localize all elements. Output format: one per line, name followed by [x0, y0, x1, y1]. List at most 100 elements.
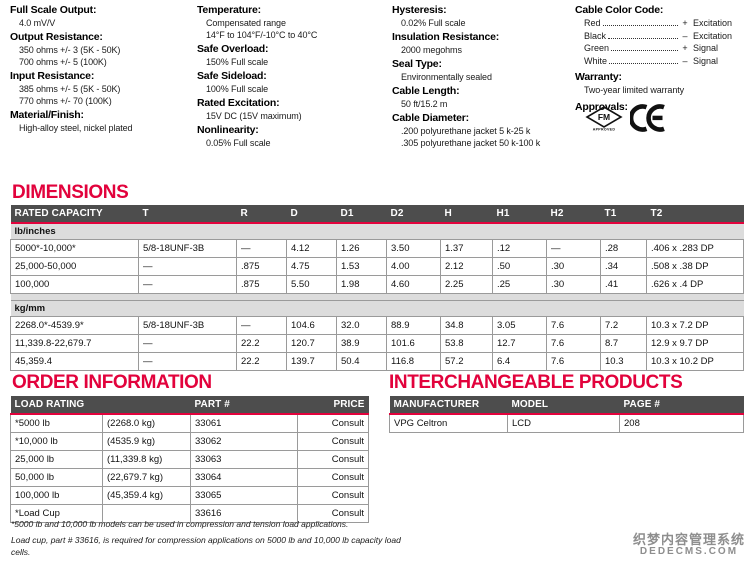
table-cell: (4535.9 kg) — [102, 432, 191, 451]
column-header: PRICE — [297, 396, 369, 415]
table-cell: .41 — [600, 275, 647, 294]
table-cell: 2268.0*-4539.9* — [10, 316, 139, 335]
table-cell: 1.98 — [336, 275, 387, 294]
table-cell: 22.2 — [236, 352, 287, 371]
table-cell: — — [138, 257, 237, 276]
table-cell: 32.0 — [336, 316, 387, 335]
table-cell: 53.8 — [440, 334, 493, 353]
cable-color-code-block: Cable Color Code: Red + Excitation Black – Ex… — [575, 4, 751, 67]
spec-value: 770 ohms +/- 70 (100K) — [19, 96, 112, 106]
table-cell: — — [236, 316, 287, 335]
table-cell: — — [138, 275, 237, 294]
column-header: T — [138, 205, 237, 224]
table-cell: 10.3 x 10.2 DP — [646, 352, 744, 371]
table-cell: Consult — [297, 413, 369, 433]
table-row: *10,000 lb (4535.9 kg) 33062 Consult — [10, 432, 369, 451]
spec-value: 350 ohms +/- 3 (5K - 50K) — [19, 45, 121, 55]
cable-color-name: Green — [584, 43, 610, 53]
table-cell: 116.8 — [386, 352, 441, 371]
table-cell: (45,359.4 kg) — [102, 486, 191, 505]
ce-mark-icon — [628, 103, 666, 138]
table-cell: 100,000 lb — [10, 486, 103, 505]
table-cell: — — [138, 352, 237, 371]
spec-label: Full Scale Output: — [10, 4, 97, 16]
warranty-value: Two-year limited warranty — [584, 85, 685, 95]
table-cell: (2268.0 kg) — [102, 413, 191, 433]
dotted-leader — [608, 37, 678, 39]
interchange-table-body: VPG Celtron LCD 208 — [389, 413, 744, 433]
table-cell: VPG Celtron — [389, 413, 508, 433]
spec-label: Rated Excitation: — [197, 97, 280, 109]
cable-color-row: Red + Excitation — [575, 17, 751, 30]
table-cell: 33616 — [190, 504, 298, 523]
table-cell: 12.9 x 9.7 DP — [646, 334, 744, 353]
table-cell: 5000*-10,000* — [10, 239, 139, 258]
table-cell: *5000 lb — [10, 413, 103, 433]
table-cell: 4.60 — [386, 275, 441, 294]
spec-value: Environmentally sealed — [401, 72, 492, 82]
interchange-header-row: MANUFACTURER MODEL PAGE # — [389, 396, 744, 415]
table-cell: .34 — [600, 257, 647, 276]
column-header: R — [236, 205, 287, 224]
spec-value: 150% Full scale — [206, 57, 269, 67]
cable-color-row: Black – Excitation — [575, 30, 751, 43]
spec-block: Insulation Resistance: 2000 megohms — [392, 31, 572, 56]
table-row: 45,359.4—22.2 139.7 50.4 116.8 57.2 6.4 7.6 10.… — [10, 352, 744, 371]
table-cell: 45,359.4 — [10, 352, 139, 371]
table-cell: — — [138, 334, 237, 353]
table-cell: Consult — [297, 468, 369, 487]
table-row: *Load Cup 33616 Consult — [10, 504, 369, 523]
table-cell: (11,339.8 kg) — [102, 450, 191, 469]
table-row: 2268.0*-4539.9* 5/8-18UNF-3B —104.6 32.0 88.… — [10, 316, 744, 335]
dimensions-table: RATED CAPACITY T R D D1 D2 H H1 H2 T1 T2 lb/inches… — [10, 205, 744, 371]
spec-value: 50 ft/15.2 m — [401, 99, 448, 109]
table-cell — [102, 504, 191, 523]
spec-value: 2000 megohms — [401, 45, 462, 55]
table-row: 100,000— .875 5.50 1.98 4.60 2.25.25.30.41.62… — [10, 275, 744, 294]
svg-text:FM: FM — [598, 112, 610, 122]
cable-color-row: White – Signal — [575, 55, 751, 68]
table-cell: *Load Cup — [10, 504, 103, 523]
table-cell: 7.2 — [600, 316, 647, 335]
table-cell: 57.2 — [440, 352, 493, 371]
table-cell: 7.6 — [546, 334, 601, 353]
approvals-label: Approvals: — [575, 101, 628, 113]
table-cell: 33064 — [190, 468, 298, 487]
spec-label: Safe Overload: — [197, 43, 269, 55]
table-cell: 33063 — [190, 450, 298, 469]
table-row: VPG Celtron LCD 208 — [389, 413, 744, 433]
spec-block: Safe Sideload: 100% Full scale — [197, 70, 389, 95]
table-cell: 5/8-18UNF-3B — [138, 239, 237, 258]
spec-label: Seal Type: — [392, 58, 442, 70]
table-cell: 8.7 — [600, 334, 647, 353]
column-header: MODEL — [507, 396, 620, 415]
spec-label: Cable Length: — [392, 85, 460, 97]
order-header-row: LOAD RATING PART # PRICE — [10, 396, 369, 415]
cable-color-sign: – — [682, 30, 688, 41]
spec-value: 15V DC (15V maximum) — [206, 111, 302, 121]
fm-approved-icon: FM APPROVED — [584, 103, 624, 138]
table-cell: .406 x .283 DP — [646, 239, 744, 258]
order-information-table: LOAD RATING PART # PRICE *5000 lb (2268.0 k… — [10, 396, 369, 523]
table-cell: .30 — [546, 275, 601, 294]
spec-block: Nonlinearity: 0.05% Full scale — [197, 124, 389, 149]
column-header: RATED CAPACITY — [10, 205, 139, 224]
warranty-label: Warranty: — [575, 71, 622, 83]
interchange-table-head: MANUFACTURER MODEL PAGE # — [389, 396, 744, 415]
table-cell: 5/8-18UNF-3B — [138, 316, 237, 335]
table-cell: 120.7 — [286, 334, 337, 353]
spec-label: Output Resistance: — [10, 31, 103, 43]
table-cell: .626 x .4 DP — [646, 275, 744, 294]
table-cell: — — [546, 239, 601, 258]
table-row: 11,339.8-22,679.7—22.2 120.7 38.9 101.6 53.8… — [10, 334, 744, 353]
table-cell: 33065 — [190, 486, 298, 505]
spec-value: 4.0 mV/V — [19, 18, 56, 28]
cable-color-code-label: Cable Color Code: — [575, 4, 664, 16]
spec-block: Material/Finish: High-alloy steel, nickel… — [10, 109, 195, 134]
table-cell: 3.50 — [386, 239, 441, 258]
spec-value: .200 polyurethane jacket 5 k-25 k — [401, 126, 531, 136]
column-header: D2 — [386, 205, 441, 224]
watermark: 织梦内容管理系统 DEDECMS.COM — [633, 533, 745, 557]
order-table-body: *5000 lb (2268.0 kg) 33061 Consult *10,000 l… — [10, 413, 369, 523]
column-header: T2 — [646, 205, 744, 224]
